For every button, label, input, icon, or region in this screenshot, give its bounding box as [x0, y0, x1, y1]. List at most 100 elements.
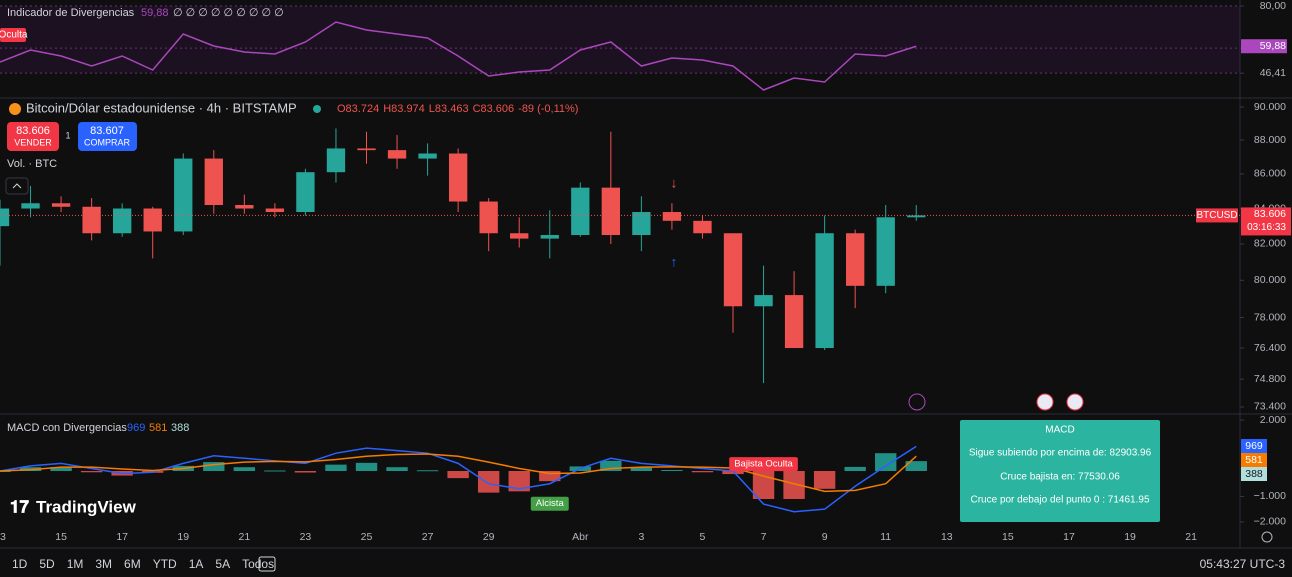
btc-icon	[9, 103, 21, 115]
x-tick-label: 15	[1002, 531, 1014, 543]
rsi-status: ∅ ∅ ∅ ∅ ∅ ∅ ∅ ∅ ∅	[173, 7, 284, 19]
rsi-value: 59,88	[141, 7, 169, 19]
period-button[interactable]: 5A	[215, 557, 230, 571]
x-tick-label: Abr	[572, 531, 589, 543]
date-range-icon[interactable]	[258, 556, 276, 572]
y-tick-label: 76.400	[1254, 342, 1286, 354]
period-button[interactable]: 1A	[189, 557, 204, 571]
macd-legend: 388	[171, 422, 189, 434]
histogram-bar	[630, 467, 653, 471]
period-button[interactable]: 1M	[67, 557, 84, 571]
histogram-bar	[325, 464, 347, 471]
histogram-bar	[416, 470, 439, 472]
macd-title: MACD con Divergencias	[7, 422, 127, 434]
ohlc-legend: O83.724 H83.974 L83.463 C83.606 -89 (-0,11%)	[337, 103, 578, 115]
histogram-bar	[875, 453, 897, 471]
buy-label: COMPRAR	[84, 137, 131, 147]
histogram-bar	[477, 471, 500, 493]
settings-icon[interactable]	[1261, 531, 1273, 543]
buy-button[interactable]	[78, 122, 137, 151]
last-value-label: 59,88	[1260, 40, 1286, 52]
sell-button[interactable]	[7, 122, 59, 151]
flag-icon[interactable]	[1036, 393, 1054, 411]
x-tick-label: 13	[0, 531, 6, 543]
period-button[interactable]: 6M	[124, 557, 141, 571]
candle-body	[571, 187, 590, 236]
flag-icon[interactable]	[1066, 393, 1084, 411]
last-value-tag	[1241, 439, 1267, 453]
candle-body	[601, 187, 620, 236]
x-tick-label: 19	[177, 531, 189, 543]
x-tick-label: 17	[116, 531, 128, 543]
candle-body	[51, 203, 71, 207]
y-tick-label: 88.000	[1254, 134, 1286, 146]
event-icon[interactable]	[908, 393, 926, 411]
last-value-tag	[1241, 39, 1287, 54]
divergence-box	[729, 457, 798, 472]
candle-body	[387, 150, 407, 159]
y-tick-label: 2.000	[1260, 414, 1286, 426]
x-tick-label: 15	[55, 531, 67, 543]
candle-body	[876, 217, 895, 286]
arrow-down: ↓	[671, 175, 678, 191]
brand-logo: 𝟏𝟕	[10, 497, 29, 516]
candle-body	[418, 153, 437, 159]
candle-body	[632, 212, 651, 236]
x-tick-label: 27	[422, 531, 434, 543]
rsi-annotation: Oculta	[0, 30, 28, 41]
histogram-bar	[386, 467, 408, 471]
period-button[interactable]: YTD	[153, 557, 177, 571]
rsi-title: Indicador de Divergencias	[7, 7, 135, 19]
period-button[interactable]: 5D	[39, 557, 55, 571]
period-button[interactable]: Todos	[242, 557, 274, 571]
x-tick-label: 11	[880, 531, 891, 543]
collapse-button[interactable]	[5, 177, 29, 195]
arrow-up: ↑	[671, 254, 678, 270]
x-tick-label: 9	[822, 531, 828, 543]
candle-body	[113, 208, 132, 234]
x-tick-label: 21	[238, 531, 250, 543]
candle-body	[174, 158, 193, 232]
sell-price: 83.606	[16, 125, 50, 137]
histogram-bar	[661, 469, 683, 471]
last-value-tag	[1241, 467, 1267, 481]
histogram-bar	[600, 460, 622, 471]
symbol-tag-label: BTCUSD	[1196, 210, 1237, 221]
y-tick-label: 78.000	[1254, 311, 1286, 323]
x-tick-label: 29	[483, 531, 495, 543]
histogram-bar	[813, 471, 836, 489]
histogram-bar	[722, 471, 744, 475]
main-title: Bitcoin/Dólar estadounidense · 4h · BITS…	[26, 100, 297, 115]
tooltip-line: Cruce bajista en: 77530.06	[1000, 472, 1120, 483]
x-tick-label: 23	[300, 531, 312, 543]
brand: TradingView	[36, 497, 137, 516]
period-button[interactable]: 3M	[95, 557, 112, 571]
last-value-tag	[1241, 453, 1267, 467]
rsi-line	[0, 21, 917, 91]
x-tick-label: 7	[761, 531, 767, 543]
candle-body	[846, 233, 865, 286]
x-tick-label: 13	[941, 531, 953, 543]
histogram-bar	[203, 462, 225, 471]
candle-body	[21, 203, 40, 209]
ohlc-value: H83.974	[383, 103, 425, 115]
last-value-label: 388	[1245, 468, 1263, 480]
sell-label: VENDER	[14, 137, 52, 147]
macd-legend: 581	[149, 422, 167, 434]
histogram-bar	[844, 466, 866, 471]
y-tick-label: 86.000	[1254, 168, 1286, 180]
tooltip-box	[960, 420, 1160, 522]
candle-body	[907, 215, 926, 218]
y-tick-label: 90.000	[1254, 101, 1286, 113]
divergence-label: Alcista	[536, 498, 565, 509]
histogram-bar	[752, 471, 775, 499]
chart-layer: 80,0058,9646,4190.00088.00086.00084.0008…	[0, 0, 1291, 543]
period-bar: 1D 5D 1M 3M 6M YTD 1A 5A Todos	[12, 557, 274, 571]
divergence-box	[530, 496, 569, 511]
period-button[interactable]: 1D	[12, 557, 28, 571]
candle-body	[693, 220, 712, 234]
collapse-icon	[12, 183, 22, 189]
candle-body	[143, 208, 162, 232]
